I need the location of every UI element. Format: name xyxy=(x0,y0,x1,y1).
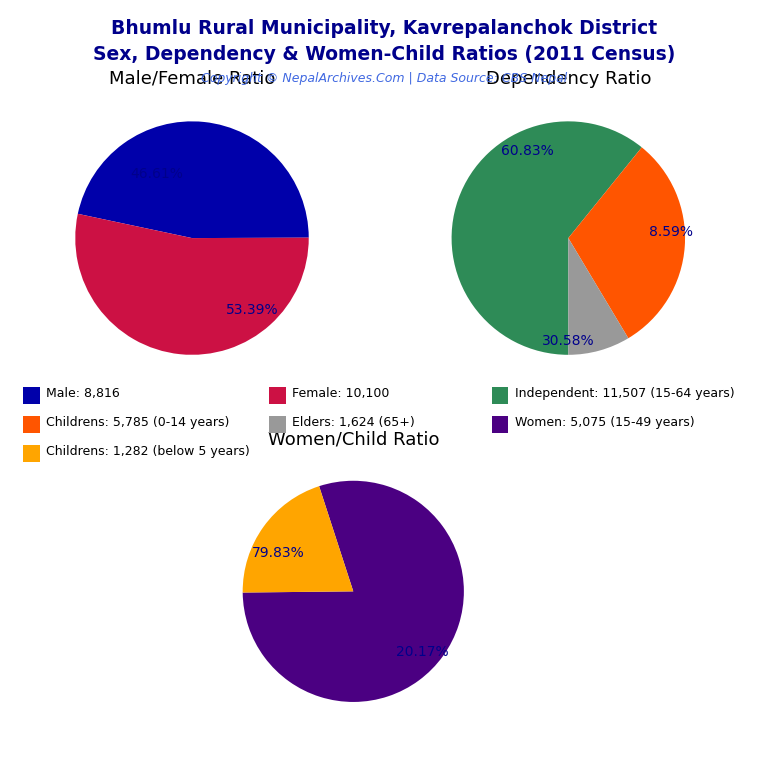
Text: 46.61%: 46.61% xyxy=(131,167,184,181)
Title: Dependency Ratio: Dependency Ratio xyxy=(485,70,651,88)
Wedge shape xyxy=(78,121,309,238)
Text: Childrens: 5,785 (0-14 years): Childrens: 5,785 (0-14 years) xyxy=(46,416,230,429)
Title: Women/Child Ratio: Women/Child Ratio xyxy=(267,431,439,449)
Text: Sex, Dependency & Women-Child Ratios (2011 Census): Sex, Dependency & Women-Child Ratios (20… xyxy=(93,45,675,64)
Wedge shape xyxy=(243,486,353,593)
Text: 20.17%: 20.17% xyxy=(396,645,449,659)
Text: Copyright © NepalArchives.Com | Data Source: CBS Nepal: Copyright © NepalArchives.Com | Data Sou… xyxy=(201,72,567,85)
Title: Male/Female Ratio: Male/Female Ratio xyxy=(109,70,275,88)
Wedge shape xyxy=(243,481,464,702)
Text: 79.83%: 79.83% xyxy=(252,545,304,560)
Wedge shape xyxy=(75,214,309,355)
Text: Childrens: 1,282 (below 5 years): Childrens: 1,282 (below 5 years) xyxy=(46,445,250,458)
Text: 30.58%: 30.58% xyxy=(542,334,594,348)
Wedge shape xyxy=(568,238,628,355)
Wedge shape xyxy=(452,121,642,355)
Wedge shape xyxy=(568,147,685,338)
Text: Bhumlu Rural Municipality, Kavrepalanchok District: Bhumlu Rural Municipality, Kavrepalancho… xyxy=(111,19,657,38)
Text: 60.83%: 60.83% xyxy=(501,144,554,157)
Text: Independent: 11,507 (15-64 years): Independent: 11,507 (15-64 years) xyxy=(515,387,734,399)
Text: Male: 8,816: Male: 8,816 xyxy=(46,387,120,399)
Text: 8.59%: 8.59% xyxy=(649,225,693,240)
Text: Women: 5,075 (15-49 years): Women: 5,075 (15-49 years) xyxy=(515,416,694,429)
Text: Female: 10,100: Female: 10,100 xyxy=(292,387,389,399)
Text: 53.39%: 53.39% xyxy=(227,303,279,317)
Text: Elders: 1,624 (65+): Elders: 1,624 (65+) xyxy=(292,416,415,429)
